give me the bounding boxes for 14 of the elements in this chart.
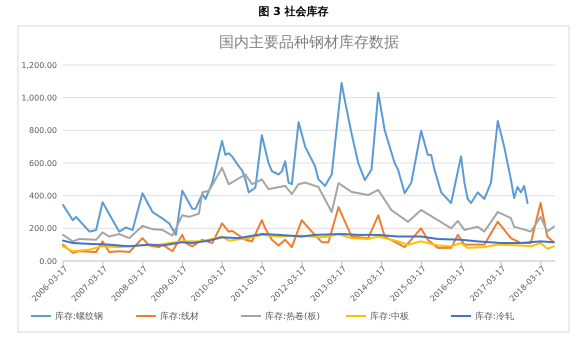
legend-label: 库存:线材 xyxy=(160,311,200,322)
legend-label: 库存:热卷(板) xyxy=(265,311,320,322)
legend-label: 库存:螺纹钢 xyxy=(55,311,104,322)
chart-title: 国内主要品种钢材库存数据 xyxy=(219,33,399,51)
y-tick-label: 600.00 xyxy=(29,158,57,168)
caption: 图 3 社会库存 xyxy=(258,5,329,18)
y-tick-label: 1,200.00 xyxy=(21,60,57,70)
legend-label: 库存:冷轧 xyxy=(475,311,514,322)
y-tick-label: 400.00 xyxy=(29,191,57,200)
y-tick-label: 800.00 xyxy=(29,126,57,136)
y-tick-label: 200.00 xyxy=(29,224,57,234)
y-tick-label: 0.00 xyxy=(39,256,57,266)
legend-label: 库存:中板 xyxy=(370,311,410,322)
y-tick-label: 1,000.00 xyxy=(21,93,57,102)
